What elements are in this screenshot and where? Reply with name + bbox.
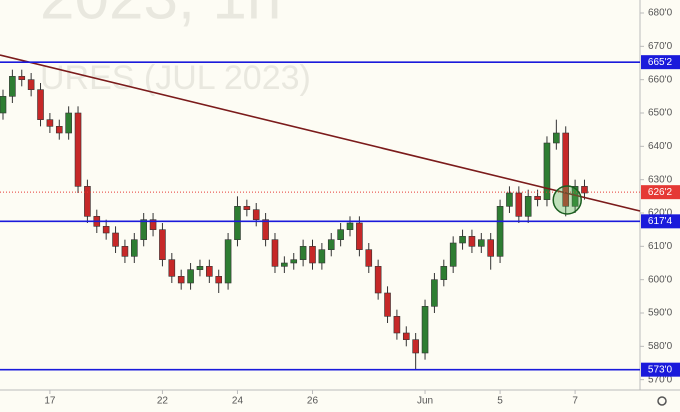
level-label: 665'2 [648, 57, 673, 68]
highlight-circle [552, 185, 582, 215]
candle-body [196, 266, 204, 270]
x-tick-label: 5 [497, 396, 503, 407]
last-price-box [641, 185, 680, 200]
y-tick-label: 580'0 [648, 341, 673, 352]
candle-body [356, 222, 363, 250]
watermark: URES (JUL 2023) [40, 59, 311, 97]
candle-body [168, 259, 176, 277]
candle-body [55, 126, 63, 134]
candle-body [337, 229, 344, 240]
x-tick-label: 24 [232, 396, 244, 407]
candle-body [318, 249, 326, 264]
candle-body [506, 192, 513, 207]
y-tick-label: 610'0 [648, 241, 673, 252]
candle-body [327, 239, 335, 250]
candle-body [140, 219, 147, 240]
candle-body [309, 246, 316, 264]
candle-body [0, 96, 7, 114]
candle-body [412, 339, 419, 354]
candle-body [149, 219, 157, 230]
candle-body [74, 112, 82, 187]
candle-body [131, 239, 138, 257]
candle-body [112, 232, 119, 247]
y-tick-label: 660'0 [648, 74, 673, 85]
candle-body [121, 246, 129, 257]
x-tick-label: 17 [44, 396, 56, 407]
candle-body [187, 269, 194, 284]
candle-body [65, 112, 72, 134]
candle-body [346, 222, 354, 230]
candle-body [534, 196, 541, 200]
candle-body [102, 226, 110, 234]
y-tick-label: 620'0 [648, 208, 673, 219]
level-label-box [641, 55, 680, 70]
candle-body [206, 266, 213, 277]
candle-body [431, 279, 438, 307]
candle-body [468, 236, 476, 247]
candle-body [449, 242, 457, 267]
candle-body [281, 262, 288, 267]
x-tick-label: 7 [572, 396, 578, 407]
candle-body [27, 79, 35, 90]
candle-body [515, 192, 523, 217]
y-tick-label: 680'0 [648, 8, 673, 19]
y-tick-label: 570'0 [648, 374, 673, 385]
candle-body [459, 236, 466, 244]
level-label: 573'0 [648, 364, 673, 375]
candle-body [421, 306, 429, 354]
candle-body [271, 239, 279, 267]
y-tick-label: 650'0 [648, 108, 673, 119]
level-label: 617'4 [648, 216, 673, 227]
candle-body [581, 186, 588, 194]
candle-body [384, 292, 391, 317]
candle-body [18, 76, 26, 80]
y-tick-label: 670'0 [648, 41, 673, 52]
last-price-label: 626'2 [648, 187, 673, 198]
candle-body [562, 132, 570, 207]
candle-body [365, 249, 373, 267]
candle-body [37, 89, 44, 120]
candle-body [543, 142, 551, 200]
y-tick-label: 590'0 [648, 308, 673, 319]
candle-body [496, 206, 504, 257]
candle-body [374, 266, 382, 294]
trendline [0, 54, 641, 212]
level-label-box [641, 214, 680, 229]
candle-body [252, 209, 260, 220]
candle-body [262, 219, 269, 240]
candle-body [402, 332, 410, 340]
candle-body [46, 119, 54, 127]
y-tick-label: 600'0 [648, 274, 673, 285]
x-tick-label: 26 [307, 396, 319, 407]
candle-body [224, 239, 232, 284]
candle-body [84, 186, 91, 217]
candle-body [177, 276, 185, 284]
candle-body [215, 276, 223, 284]
x-tick-label: Jun [417, 396, 433, 407]
settings-icon[interactable] [657, 396, 667, 406]
candle-body [290, 259, 298, 264]
candle-body [299, 246, 307, 260]
watermark: 2023, 1h [40, 0, 281, 32]
y-tick-label: 630'0 [648, 174, 673, 185]
candle-body [159, 229, 166, 260]
candle-body [243, 206, 251, 210]
candle-body [440, 266, 448, 280]
level-label-box [641, 362, 680, 377]
candle-body [393, 316, 401, 334]
candle-body [234, 206, 241, 240]
candle-body [553, 132, 560, 144]
candle-body [478, 239, 485, 247]
candle-body [9, 76, 16, 97]
x-tick-label: 22 [157, 396, 169, 407]
candle-body [487, 239, 494, 257]
candle-body [524, 196, 532, 217]
y-tick-label: 640'0 [648, 141, 673, 152]
